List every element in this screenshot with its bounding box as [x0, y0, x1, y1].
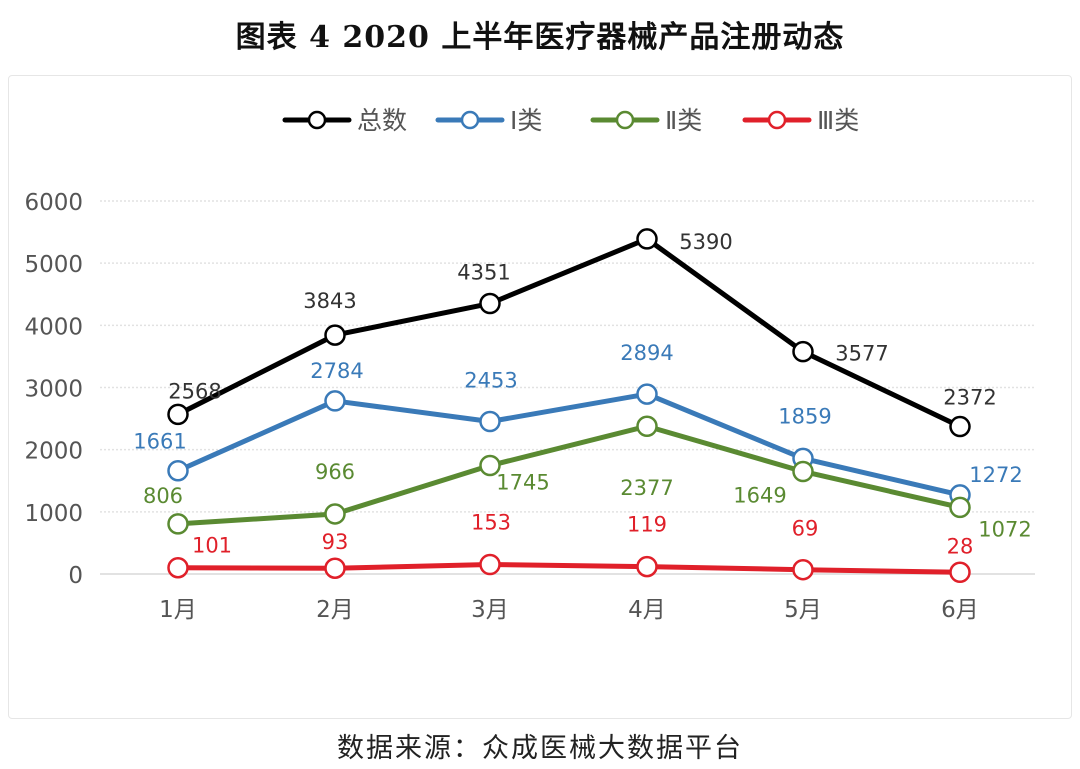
legend-label: Ⅰ类	[510, 106, 542, 135]
data-label: 1649	[733, 483, 786, 507]
x-tick-label: 2月	[316, 597, 354, 623]
x-tick-label: 6月	[941, 597, 979, 623]
data-label: 3577	[835, 342, 888, 366]
data-label: 2372	[943, 386, 996, 410]
legend-marker	[767, 110, 787, 130]
data-label: 1661	[133, 430, 186, 454]
data-label: 3843	[303, 289, 356, 313]
data-point	[479, 454, 501, 477]
data-label: 28	[947, 534, 974, 558]
data-source: 数据来源：众成医械大数据平台	[337, 733, 743, 764]
x-tick-label: 3月	[471, 597, 509, 623]
data-label: 1859	[778, 404, 831, 428]
series-line	[176, 236, 962, 429]
data-label: 2568	[168, 379, 221, 403]
data-point	[792, 460, 814, 483]
data-point	[949, 496, 971, 519]
legend-label: Ⅲ类	[817, 106, 859, 135]
y-tick-label: 5000	[24, 252, 83, 278]
x-tick-label: 5月	[784, 597, 822, 623]
data-point	[324, 390, 346, 412]
data-point	[792, 340, 814, 363]
data-point	[636, 383, 658, 405]
y-tick-label: 4000	[24, 314, 83, 340]
data-label: 2453	[464, 369, 517, 393]
data-point	[949, 561, 971, 584]
data-point	[792, 558, 814, 581]
data-point	[167, 459, 189, 482]
legend-marker	[615, 110, 635, 130]
legend-label: 总数	[357, 106, 407, 135]
data-point	[636, 555, 658, 578]
data-label: 806	[143, 484, 183, 508]
data-label: 2377	[620, 476, 673, 500]
data-label: 93	[322, 530, 349, 554]
data-label: 119	[627, 513, 667, 537]
data-point	[167, 556, 189, 579]
data-point	[167, 513, 189, 535]
series-line	[177, 423, 961, 527]
data-label: 153	[471, 510, 511, 534]
y-tick-label: 0	[68, 563, 83, 589]
chart-frame	[8, 75, 1072, 719]
data-label: 2784	[310, 359, 363, 383]
data-point	[479, 553, 501, 576]
legend-marker	[460, 110, 480, 130]
data-label: 69	[792, 517, 819, 541]
y-tick-label: 3000	[24, 377, 83, 403]
y-tick-label: 6000	[24, 190, 83, 216]
y-tick-label: 1000	[24, 501, 83, 527]
chart-title: 图表 4 2020 上半年医疗器械产品注册动态	[235, 20, 845, 55]
data-point	[324, 557, 346, 579]
data-point	[324, 324, 346, 346]
data-label: 101	[192, 534, 232, 558]
data-point	[324, 503, 346, 525]
data-point	[479, 292, 501, 315]
data-label: 966	[315, 460, 355, 484]
data-label: 1072	[978, 517, 1031, 541]
data-point	[167, 403, 189, 426]
data-point	[636, 415, 658, 437]
x-tick-label: 1月	[159, 597, 197, 623]
data-label: 2894	[620, 341, 673, 365]
data-label: 5390	[679, 230, 732, 254]
data-label: 1745	[496, 471, 549, 495]
x-tick-label: 4月	[628, 597, 666, 623]
legend-marker	[307, 110, 327, 130]
data-label: 4351	[457, 261, 510, 285]
series-line	[177, 561, 961, 575]
y-tick-label: 2000	[24, 439, 83, 465]
data-label: 1272	[969, 463, 1022, 487]
series-line	[176, 391, 961, 498]
data-point	[479, 410, 501, 433]
legend-label: Ⅱ类	[665, 106, 702, 135]
data-point	[949, 415, 971, 438]
data-point	[636, 228, 658, 250]
